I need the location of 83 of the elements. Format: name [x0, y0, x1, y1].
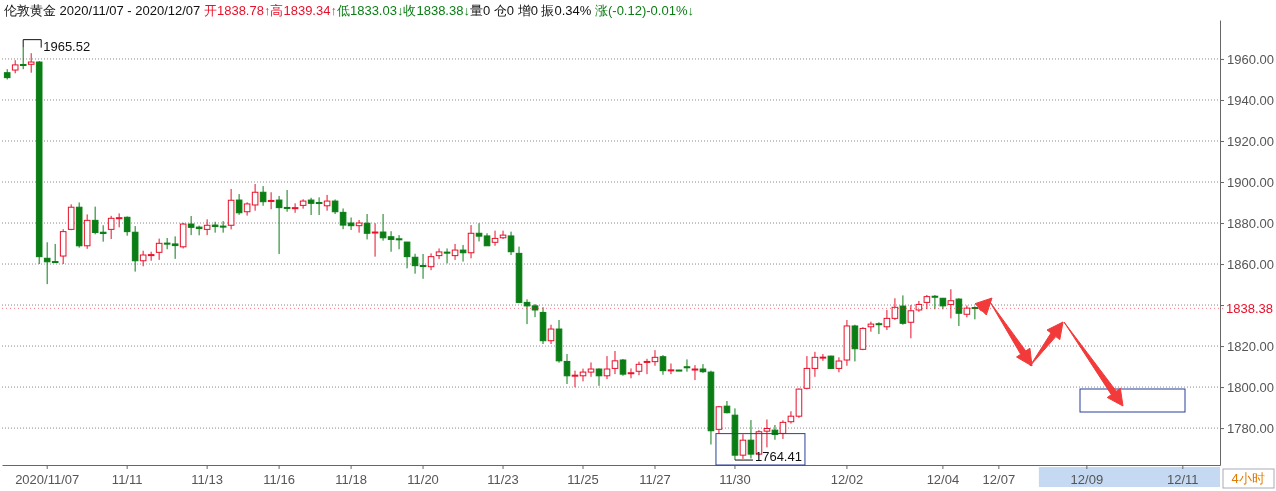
candlestick: [403, 241, 411, 269]
y-tick-label: 1880.00: [1227, 215, 1274, 231]
text: 4小时: [1231, 471, 1265, 486]
x-tick-label: 11/23: [487, 471, 519, 487]
candlestick: [467, 224, 475, 259]
y-tick-label: 1780.00: [1227, 420, 1274, 436]
candlestick: [259, 185, 267, 207]
candlestick: [475, 222, 483, 242]
candlestick: [603, 355, 611, 380]
annotation: 1764.41: [754, 448, 802, 464]
x-tick-label: 11/20: [407, 471, 439, 487]
candlestick: [955, 297, 963, 327]
candlestick: [899, 294, 907, 326]
y-tick-label: 1860.00: [1227, 256, 1274, 272]
x-tick-label: 11/27: [639, 471, 671, 487]
candlestick: [627, 367, 635, 379]
candlestick: [19, 47, 27, 70]
y-tick-label: 1800.00: [1227, 379, 1274, 395]
y-tick-label: 1820.00: [1227, 338, 1274, 354]
chart-title: 伦敦黄金 2020/11/07 - 2020/12/07: [4, 3, 204, 18]
y-tick-label: 1960.00: [1227, 51, 1274, 67]
x-tick-label: 12/04: [926, 471, 960, 487]
x-tick-label: 11/18: [335, 471, 367, 487]
candlestick: [971, 305, 979, 320]
candlestick: [499, 230, 507, 240]
candlestick: [27, 52, 35, 74]
candlestick: [531, 303, 539, 318]
candlestick: [587, 361, 595, 378]
candlestick: [235, 193, 243, 216]
candlestick: [523, 298, 531, 325]
x-tick-label: 12/11: [1167, 471, 1199, 487]
candlestick: [643, 358, 651, 375]
candlestick: [355, 219, 363, 234]
candlestick: [123, 215, 131, 237]
candlestick: [267, 191, 275, 210]
x-tick-label: 11/11: [111, 471, 143, 487]
candlestick: [691, 364, 699, 381]
text: 开1838.78↑高1839.34↑低1833.03↓收1838.38↓量0 仓0 增0 振0.34% 涨(-0.12)-0.01%↓: [203, 3, 694, 18]
candlestick: [747, 419, 755, 459]
candlestick: [739, 433, 747, 460]
y-tick-label: 1940.00: [1227, 92, 1274, 108]
candlestick: [875, 321, 883, 335]
candlestick: [491, 230, 499, 247]
candlestick: [203, 218, 211, 236]
candlestick: [435, 247, 443, 260]
candlestick: [851, 324, 859, 362]
x-tick-label: 11/13: [191, 471, 223, 487]
candlestick: [667, 362, 675, 375]
candlestick: [459, 244, 467, 263]
x-tick-label: 2020/11/07: [15, 471, 80, 487]
x-tick-label: 12/09: [1070, 471, 1104, 487]
candlestick: [867, 321, 875, 333]
candlestick: [779, 419, 787, 440]
candlestick: [931, 294, 939, 310]
x-tick-label: 11/30: [719, 471, 751, 487]
candlestick: [443, 247, 451, 264]
candlestick: [611, 350, 619, 375]
candlestick: [699, 363, 707, 374]
candlestick: [67, 203, 75, 231]
annotation: 1965.52: [43, 39, 91, 55]
candlestick: [363, 213, 371, 240]
ref-line-label: 1838.38: [1226, 300, 1273, 316]
candlestick: [659, 354, 667, 376]
candlestick: [579, 368, 587, 382]
candlestick: [323, 194, 331, 212]
candlestick: [595, 367, 603, 387]
candlestick: [683, 358, 691, 373]
x-tick-label: 11/16: [263, 471, 295, 487]
candlestick: [507, 231, 515, 256]
candlestick: [547, 324, 555, 345]
candlestick: [155, 238, 163, 261]
candlestick: [179, 222, 187, 249]
candlestick: [291, 202, 299, 214]
candlestick: [563, 353, 571, 385]
candlestick: [371, 222, 379, 258]
candlestick: [571, 370, 579, 388]
x-tick-label: 12/02: [830, 471, 864, 487]
y-tick-label: 1920.00: [1227, 133, 1274, 149]
x-tick-label: 12/07: [982, 471, 1016, 487]
candlestick: [451, 243, 459, 261]
candlestick: [715, 405, 723, 434]
x-tick-label: 11/25: [567, 471, 599, 487]
y-tick-label: 1900.00: [1227, 174, 1274, 190]
